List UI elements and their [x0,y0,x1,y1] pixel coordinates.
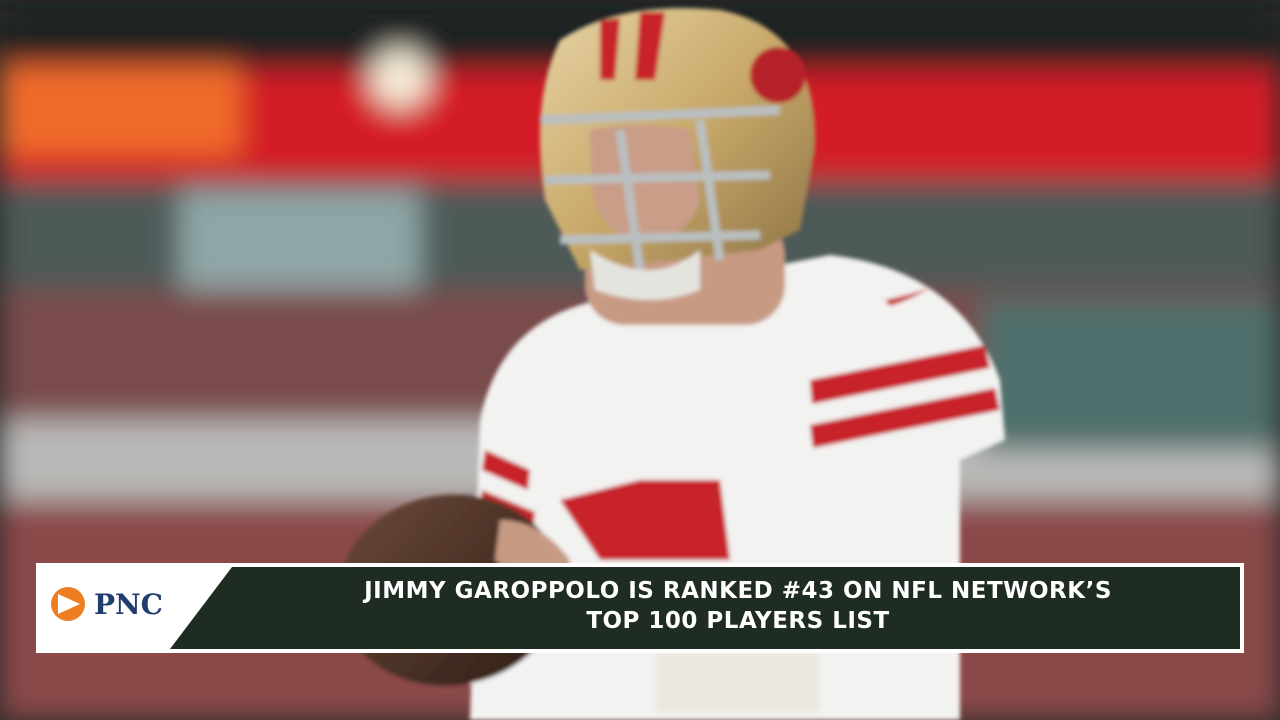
sponsor-name: PNC [94,588,163,621]
headline-line: JIMMY GAROPPOLO IS RANKED #43 ON NFL NET… [362,578,1112,604]
headline-line: TOP 100 PLAYERS LIST [586,608,889,634]
banner-body [170,567,1240,649]
sponsor-logo: PNC [51,587,163,621]
lower-third: PNC JIMMY GAROPPOLO IS RANKED #43 ON NFL… [36,563,1244,653]
